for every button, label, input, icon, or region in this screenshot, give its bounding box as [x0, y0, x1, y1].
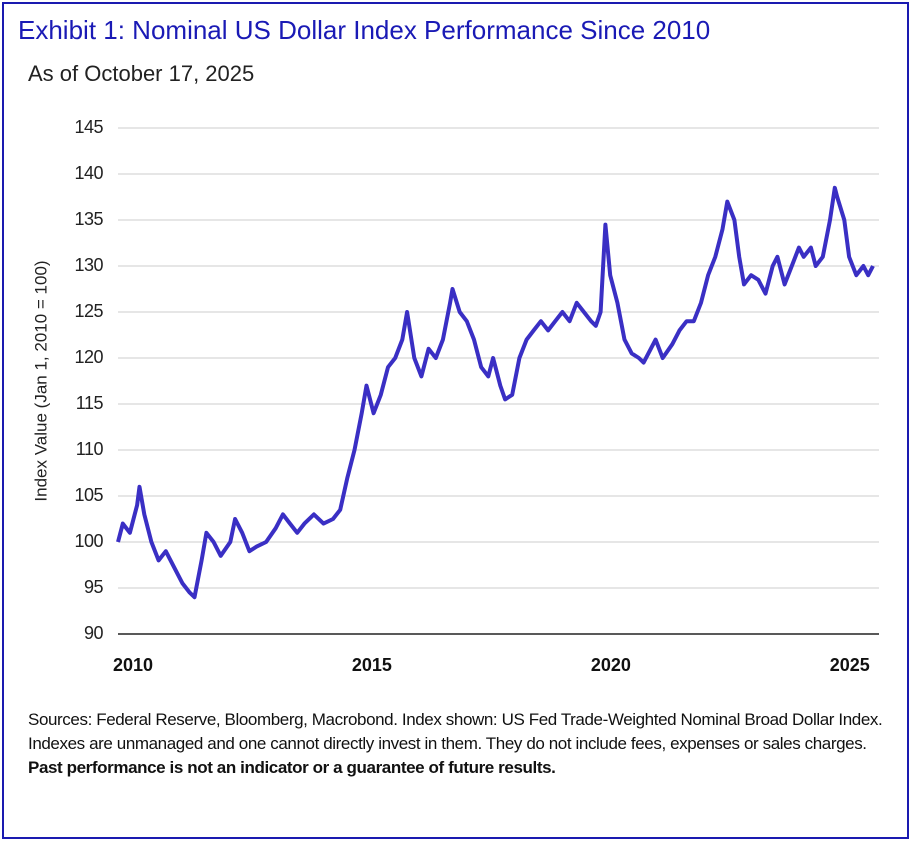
y-tick-label: 130 [74, 255, 103, 275]
chart-title: Exhibit 1: Nominal US Dollar Index Perfo… [18, 15, 710, 45]
y-tick-label: 105 [74, 485, 103, 505]
sources: Sources: Federal Reserve, Bloomberg, Mac… [28, 710, 883, 753]
y-tick-label: 110 [76, 439, 104, 459]
y-tick-label: 145 [74, 117, 103, 137]
y-tick-label: 120 [74, 347, 103, 367]
y-tick-label: 90 [84, 623, 104, 643]
y-tick-label: 95 [84, 577, 104, 597]
y-tick-label: 135 [74, 209, 103, 229]
disclaimer: Past performance is not an indicator or … [28, 758, 556, 777]
chart-subtitle: As of October 17, 2025 [28, 61, 254, 86]
y-tick-label: 115 [76, 393, 104, 413]
x-tick-label: 2010 [113, 655, 153, 675]
x-tick-label: 2020 [591, 655, 631, 675]
x-tick-label: 2025 [830, 655, 870, 675]
footnote: Sources: Federal Reserve, Bloomberg, Mac… [28, 708, 888, 780]
y-axis-label: Index Value (Jan 1, 2010 = 100) [31, 260, 50, 501]
y-tick-label: 100 [74, 531, 103, 551]
x-tick-label: 2015 [352, 655, 392, 675]
chart: Exhibit 1: Nominal US Dollar Index Perfo… [18, 15, 879, 675]
y-tick-label: 140 [74, 163, 103, 183]
y-tick-label: 125 [74, 301, 103, 321]
data-line [116, 185, 875, 600]
